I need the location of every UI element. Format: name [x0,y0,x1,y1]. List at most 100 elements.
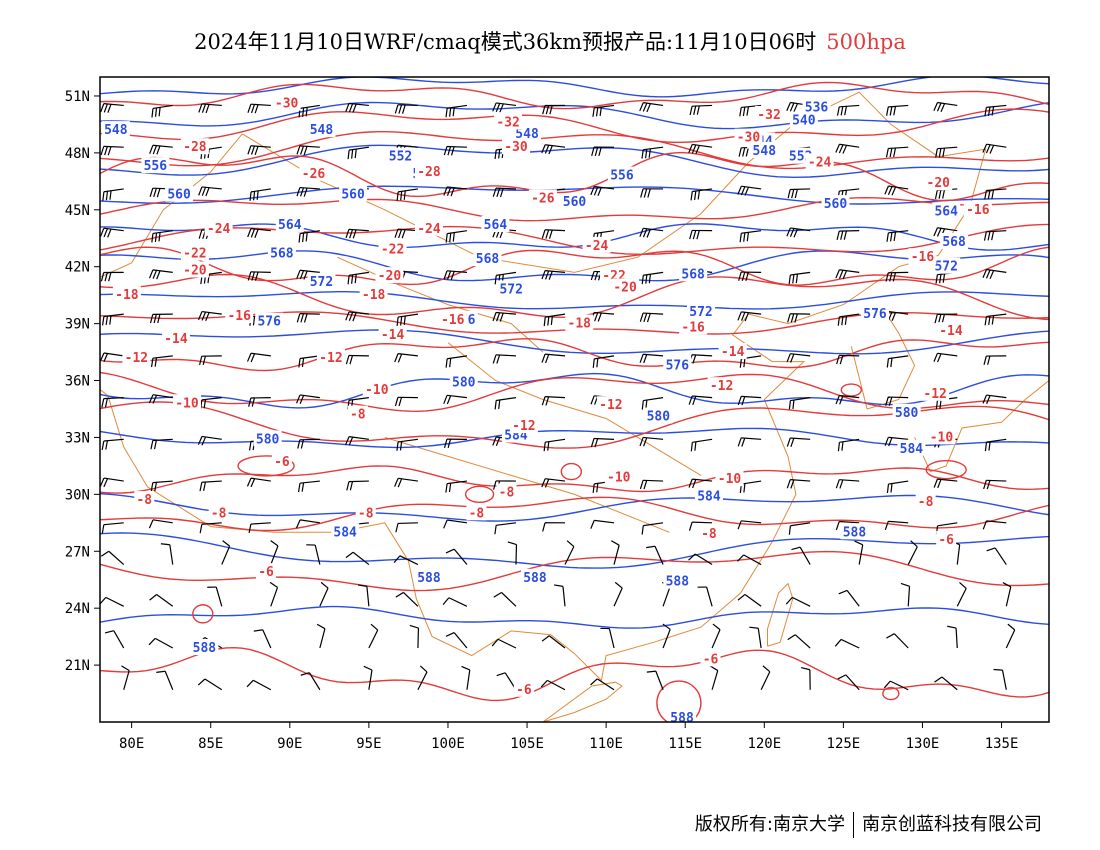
wind-barb-flag [269,581,278,588]
wind-barb [741,520,762,524]
wind-barb-flag [597,187,602,196]
wind-barb-flag [942,189,946,199]
wind-barb-flag [741,396,746,406]
wind-barb-flag [492,436,497,446]
temperature-label-bg [466,504,487,521]
contour-labels: 5485485485445365405485565525565565525605… [101,94,992,726]
wind-barb-flag [545,105,550,115]
wind-barb-flag [492,312,497,322]
wind-barb-flag [611,540,620,546]
height-label-bg [861,305,890,322]
wind-barb-flag [989,270,995,280]
temperature-label-bg [698,525,719,542]
wind-barb-flag [108,272,112,282]
wind-barb-flag [300,313,305,323]
wind-barb-flag [394,478,399,487]
wind-barb-flag [789,228,795,237]
temperature-label: -20 [927,176,951,191]
wind-barb-flag [844,315,848,325]
temperature-label-bg [134,491,155,508]
wind-barb-flag [839,355,844,365]
wind-barb-flag [493,591,502,598]
wind-barb-flag [198,229,203,239]
wind-barb-flag [841,441,844,451]
height-label: 556 [144,159,168,174]
wind-barb-flag [149,188,154,197]
temperature-label-bg [908,248,937,265]
height-label: 564 [484,218,508,233]
wind-barb-flag [148,637,156,646]
lon-tick-label: 130E [906,736,940,752]
wind-barb-flag [987,190,991,200]
wind-barb-flag [352,229,357,239]
wind-barb-flag [741,437,746,447]
wind-barb-flag [590,186,595,196]
wind-barb-flag [100,477,105,487]
height-label-bg [892,403,921,420]
wind-barb-flag [101,440,105,450]
wind-barb-flag [688,478,693,488]
height-label: 572 [934,260,957,275]
wind-barb [123,670,130,690]
temperature-label: -14 [381,328,405,343]
temperature-label: -10 [607,470,631,485]
wind-barb-flag [363,665,373,671]
temperature-label-bg [375,267,404,284]
wind-barb-flag [889,106,893,116]
lat-tick-label: 39N [65,317,90,333]
wind-barb [270,545,279,565]
boundary-line [850,308,916,410]
height-label: 580 [895,406,919,421]
wind-barb-flag [445,108,448,118]
wind-barb-flag [941,314,946,324]
wind-barb-flag [205,187,210,197]
height-label: 572 [310,275,333,290]
wind-barb-flag [740,186,746,196]
axis-ticks: 80E 85E 90E 95E 100E 105E 110E 115E 120E 125E 130E… [65,89,1019,752]
wind-barb-flag [154,107,158,117]
wind-barb [262,629,272,649]
wind-barb-flag [885,148,889,158]
wind-barb [840,638,860,649]
lon-tick-label: 90E [277,736,302,752]
wind-barb-flag [250,228,256,238]
wind-barb-flag [101,524,105,534]
height-label-bg [253,430,282,447]
wind-barb-flag [545,396,550,406]
company-text: 南京创蓝科技有限公司 [862,814,1042,835]
wind-barb-flag [498,399,501,409]
wind-barb-flag [149,594,157,601]
wind-barb-flag [105,315,109,326]
wind-barb-flag [547,316,550,326]
wind-barb-flag [345,103,350,113]
wind-barb-flag [545,354,550,364]
wind-barb-flag [594,438,599,448]
height-contours [100,77,1049,629]
temperature-label: -10 [365,383,389,398]
wind-barb-flag [890,358,893,368]
wind-barb-flag [737,593,746,601]
wind-barb-flag [644,149,648,159]
wind-barb-flag [201,436,207,446]
height-label: 584 [900,442,924,457]
temperature-label: -18 [568,317,592,332]
wind-barb [496,522,517,526]
wind-barb [662,587,671,607]
wind-barb-flag [207,274,210,284]
wind-barb-flag [592,483,595,493]
wind-barb-flag [991,189,995,199]
wind-barb [692,521,713,524]
temperature-label-bg [225,307,254,324]
wind-barb-flag [893,147,897,157]
wind-barb-flag [743,232,746,242]
height-label: 580 [256,432,280,447]
wind-barb-flag [887,311,893,321]
wind-barb-flag [446,395,452,405]
temperature-label-bg [582,236,611,253]
wind-barb-flag [642,228,648,238]
temperature-label: -8 [701,527,717,542]
wind-barb-flag [938,189,942,199]
wind-barb-flag [933,102,939,111]
wind-barb-flag [892,272,897,282]
temperature-label-bg [414,219,443,236]
